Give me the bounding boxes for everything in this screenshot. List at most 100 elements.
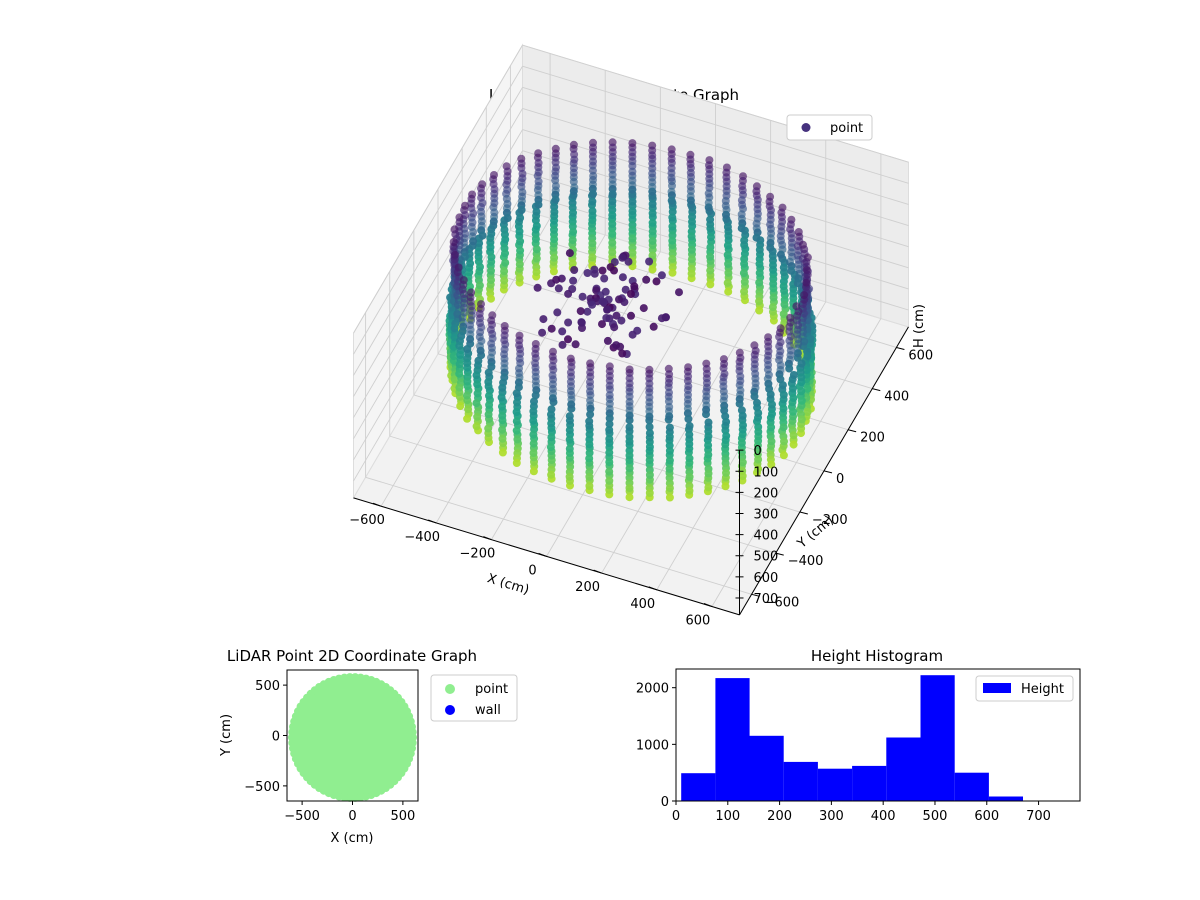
grid-back-h (522, 86, 909, 205)
hist-bar (886, 737, 921, 801)
point-3d (583, 269, 592, 277)
point-3d (534, 168, 543, 177)
point-3d (455, 369, 464, 378)
point-3d (754, 409, 763, 418)
point-3d (768, 400, 776, 409)
chart-3d-legend-marker (801, 123, 811, 132)
point-3d (625, 437, 634, 446)
point-3d (461, 201, 469, 210)
point-3d (586, 387, 594, 396)
point-3d (687, 245, 696, 254)
y-tick-label: 200 (860, 431, 885, 446)
point-3d (686, 182, 695, 191)
point-3d (589, 172, 598, 180)
point-3d (720, 369, 729, 378)
point-3d (531, 391, 540, 400)
point-3d (564, 335, 572, 344)
point-3d (533, 283, 542, 292)
point-3d (498, 383, 507, 392)
point-3d (531, 359, 540, 368)
point-3d (588, 197, 597, 206)
h-tick-label: 400 (754, 529, 779, 544)
point-3d (455, 218, 464, 227)
point-3d (797, 373, 806, 382)
point-3d (534, 177, 543, 186)
point-3d (605, 414, 614, 423)
point-3d (803, 270, 812, 279)
point-3d (665, 484, 674, 493)
point-3d (704, 441, 713, 450)
point-3d (667, 196, 676, 205)
point-3d (478, 180, 487, 189)
y-tick-label: 600 (908, 349, 933, 364)
point-3d (518, 169, 527, 178)
point-3d (736, 353, 745, 362)
grid-back-h (522, 44, 909, 163)
point-3d (532, 245, 541, 254)
point-3d (797, 396, 806, 405)
hist-bar (852, 765, 887, 801)
point-3d (517, 206, 526, 214)
y-tick-label: 0 (661, 795, 669, 810)
point-3d (766, 390, 775, 399)
point-3d (578, 292, 587, 301)
point-3d (764, 370, 773, 379)
chart-2d-plot: −500 0 500 −500 0 500 (244, 669, 419, 824)
chart-3d-legend: point (786, 114, 873, 141)
point-3d (618, 349, 627, 358)
point-3d (704, 469, 713, 478)
point-3d (477, 217, 486, 226)
point-3d (605, 372, 614, 380)
point-3d (737, 438, 746, 447)
point-3d (463, 414, 472, 423)
point-3d (608, 219, 617, 228)
point-3d (546, 443, 555, 452)
point-3d (685, 472, 694, 481)
point-3d (625, 411, 634, 420)
point-3d (688, 217, 696, 226)
point-3d (789, 431, 798, 440)
point-3d (665, 456, 674, 465)
point-3d (786, 346, 795, 355)
hist-bar (715, 678, 750, 801)
point-3d (797, 387, 806, 396)
point-3d (529, 439, 538, 448)
point-3d (475, 333, 484, 341)
point-3d (487, 294, 495, 303)
point-3d (789, 371, 798, 379)
point-3d (449, 352, 458, 361)
chart-hist: Height Histogram 0 100 200 300 400 500 600 7000… (636, 647, 1081, 824)
y-tick (896, 346, 905, 350)
point-3d (787, 266, 796, 275)
point-3d (551, 144, 560, 153)
point-3d (478, 199, 487, 207)
point-3d (532, 222, 541, 230)
point-3d (566, 387, 575, 395)
point-3d (752, 233, 761, 242)
x-tick-label: 500 (390, 809, 415, 824)
point-3d (529, 416, 538, 425)
point-3d (475, 281, 484, 290)
point-3d (487, 316, 496, 325)
point-3d (468, 218, 477, 227)
grid-left-h (353, 87, 523, 376)
point-3d (456, 402, 465, 411)
point-3d (797, 415, 806, 424)
point-3d (458, 313, 467, 322)
point-3d (624, 257, 633, 266)
point-3d (628, 181, 637, 190)
point-3d (567, 400, 576, 409)
point-3d (706, 252, 715, 261)
y-tick (751, 593, 760, 597)
point-3d (706, 266, 715, 275)
point-3d (686, 168, 695, 177)
point-3d (552, 275, 561, 284)
point-3d (550, 225, 558, 234)
point-3d (469, 228, 478, 236)
point-3d (707, 233, 715, 242)
point-3d (552, 163, 560, 172)
point-3d (628, 162, 637, 170)
point-3d (685, 454, 694, 463)
point-3d (501, 258, 510, 267)
point-3d (498, 411, 507, 420)
